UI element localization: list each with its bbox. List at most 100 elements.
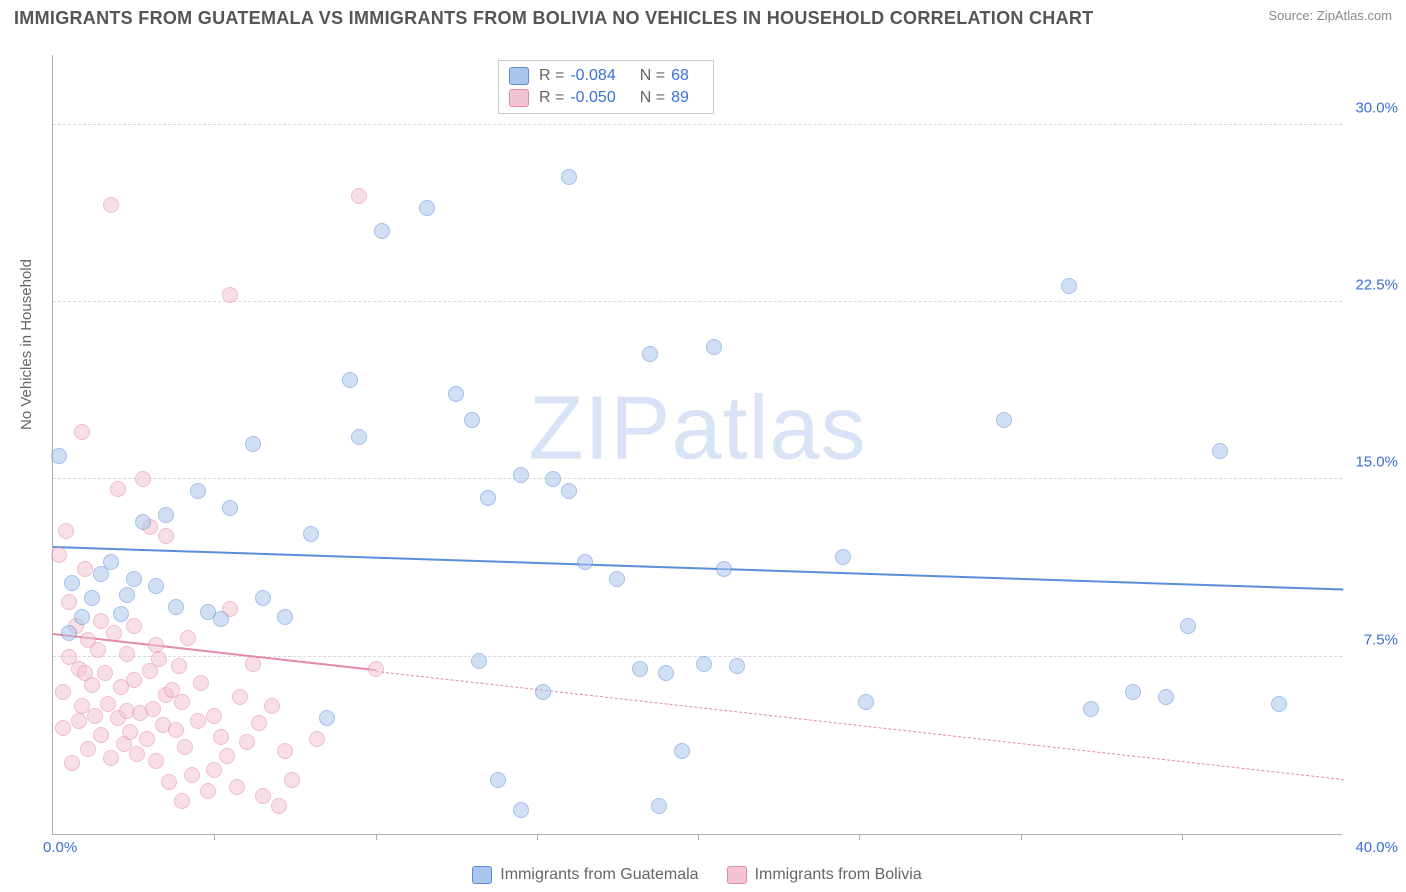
r-label: R =: [539, 67, 564, 85]
legend-swatch: [472, 866, 492, 884]
data-point: [148, 753, 164, 769]
data-point: [71, 713, 87, 729]
data-point: [303, 526, 319, 542]
data-point: [51, 448, 67, 464]
data-point: [174, 793, 190, 809]
trendline: [375, 671, 1343, 780]
data-point: [251, 715, 267, 731]
data-point: [93, 727, 109, 743]
data-point: [996, 412, 1012, 428]
data-point: [200, 783, 216, 799]
data-point: [61, 625, 77, 641]
x-tick-mark: [698, 834, 699, 840]
data-point: [319, 710, 335, 726]
data-point: [51, 547, 67, 563]
y-tick-label: 30.0%: [1355, 99, 1398, 116]
r-label: R =: [539, 89, 564, 107]
data-point: [245, 436, 261, 452]
data-point: [97, 665, 113, 681]
data-point: [168, 599, 184, 615]
legend-swatch: [727, 866, 747, 884]
data-point: [139, 731, 155, 747]
data-point: [1180, 618, 1196, 634]
data-point: [58, 523, 74, 539]
data-point: [716, 561, 732, 577]
data-point: [1158, 689, 1174, 705]
trendline: [53, 546, 1343, 591]
data-point: [206, 762, 222, 778]
data-point: [122, 724, 138, 740]
data-point: [100, 696, 116, 712]
legend-correlation-box: R =-0.084N =68R =-0.050N =89: [498, 60, 714, 114]
y-tick-label: 15.0%: [1355, 454, 1398, 471]
n-label: N =: [640, 67, 665, 85]
data-point: [535, 684, 551, 700]
data-point: [513, 802, 529, 818]
data-point: [419, 200, 435, 216]
data-point: [835, 549, 851, 565]
data-point: [277, 609, 293, 625]
data-point: [222, 500, 238, 516]
data-point: [135, 471, 151, 487]
data-point: [222, 287, 238, 303]
y-axis-label: No Vehicles in Household: [18, 259, 35, 430]
plot-area: ZIPatlas R =-0.084N =68R =-0.050N =89 7.…: [52, 55, 1342, 835]
data-point: [80, 741, 96, 757]
n-label: N =: [640, 89, 665, 107]
data-point: [368, 661, 384, 677]
chart-header: IMMIGRANTS FROM GUATEMALA VS IMMIGRANTS …: [0, 0, 1406, 33]
data-point: [135, 514, 151, 530]
data-point: [448, 386, 464, 402]
data-point: [190, 713, 206, 729]
legend-row: R =-0.050N =89: [509, 87, 703, 109]
data-point: [64, 755, 80, 771]
data-point: [106, 625, 122, 641]
data-point: [103, 197, 119, 213]
data-point: [55, 684, 71, 700]
data-point: [374, 223, 390, 239]
data-point: [110, 481, 126, 497]
data-point: [632, 661, 648, 677]
watermark: ZIPatlas: [528, 377, 866, 480]
data-point: [126, 672, 142, 688]
data-point: [471, 653, 487, 669]
x-tick-mark: [859, 834, 860, 840]
data-point: [490, 772, 506, 788]
data-point: [77, 561, 93, 577]
data-point: [180, 630, 196, 646]
x-tick-mark: [537, 834, 538, 840]
data-point: [545, 471, 561, 487]
chart-title: IMMIGRANTS FROM GUATEMALA VS IMMIGRANTS …: [14, 8, 1093, 29]
data-point: [103, 554, 119, 570]
x-tick-mark: [1021, 834, 1022, 840]
data-point: [119, 587, 135, 603]
data-point: [255, 788, 271, 804]
data-point: [190, 483, 206, 499]
data-point: [174, 694, 190, 710]
data-point: [658, 665, 674, 681]
n-value: 68: [671, 67, 689, 85]
x-tick-mark: [376, 834, 377, 840]
data-point: [271, 798, 287, 814]
data-point: [126, 571, 142, 587]
data-point: [229, 779, 245, 795]
data-point: [87, 708, 103, 724]
data-point: [561, 483, 577, 499]
gridline: [53, 478, 1342, 479]
data-point: [513, 467, 529, 483]
data-point: [129, 746, 145, 762]
data-point: [55, 720, 71, 736]
data-point: [706, 339, 722, 355]
y-tick-label: 22.5%: [1355, 277, 1398, 294]
data-point: [84, 677, 100, 693]
legend-swatch: [509, 89, 529, 107]
data-point: [1271, 696, 1287, 712]
data-point: [158, 507, 174, 523]
data-point: [609, 571, 625, 587]
data-point: [264, 698, 280, 714]
chart-source: Source: ZipAtlas.com: [1268, 8, 1392, 23]
data-point: [232, 689, 248, 705]
data-point: [674, 743, 690, 759]
r-value: -0.050: [570, 89, 615, 107]
data-point: [206, 708, 222, 724]
